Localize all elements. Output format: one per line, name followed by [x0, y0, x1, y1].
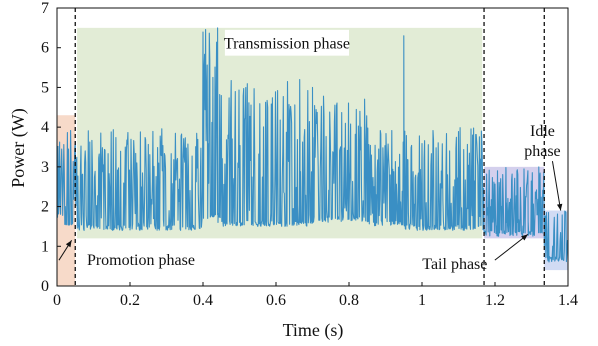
annotation-label-1: Promotion phase: [87, 252, 195, 269]
x-tick-label: 1.4: [558, 292, 578, 309]
y-tick-label: 0: [41, 278, 49, 295]
y-axis-label: Power (W): [8, 108, 29, 187]
x-tick-label: 1: [418, 292, 426, 309]
series-group: [56, 27, 569, 263]
annotation-arrowhead-1: [65, 240, 72, 248]
annotation-label-2: Tail phase: [422, 256, 487, 273]
x-axis-label: Time (s): [283, 320, 344, 341]
ticks: 0 0.2 0.4 0.6 0.8 1 1.2 1.4 0 1 2 3 4 5 6 7: [41, 0, 578, 309]
x-tick-label: 0.6: [266, 292, 286, 309]
y-tick-label: 2: [41, 199, 49, 216]
y-tick-label: 7: [41, 0, 49, 17]
x-tick-label: 0.8: [339, 292, 359, 309]
power-series-line: [56, 27, 569, 263]
annotations: Transmission phase Promotion phase Tail ph…: [58, 29, 563, 273]
annotation-background: [224, 29, 349, 56]
annotation-label-3: Idle phase: [524, 123, 560, 160]
annotation-arrow-2: [494, 233, 529, 261]
y-tick-label: 3: [41, 159, 49, 176]
annotation-arrowhead-2: [521, 234, 528, 241]
y-tick-label: 5: [41, 79, 49, 96]
y-tick-label: 4: [41, 119, 49, 136]
annotation-arrowhead-3: [556, 203, 563, 211]
x-tick-label: 1.2: [485, 292, 505, 309]
phase-boundaries: [74, 8, 545, 286]
axes: [56, 7, 569, 287]
x-tick-label: 0: [53, 292, 61, 309]
annotation-arrow-3: [551, 161, 562, 211]
plot-frame: [56, 7, 569, 287]
y-tick-label: 1: [41, 238, 49, 255]
annotation-label-0: Transmission phase: [224, 36, 350, 53]
y-tick-label: 6: [41, 40, 49, 57]
x-tick-label: 0.4: [193, 292, 213, 309]
x-tick-label: 0.2: [120, 292, 140, 309]
